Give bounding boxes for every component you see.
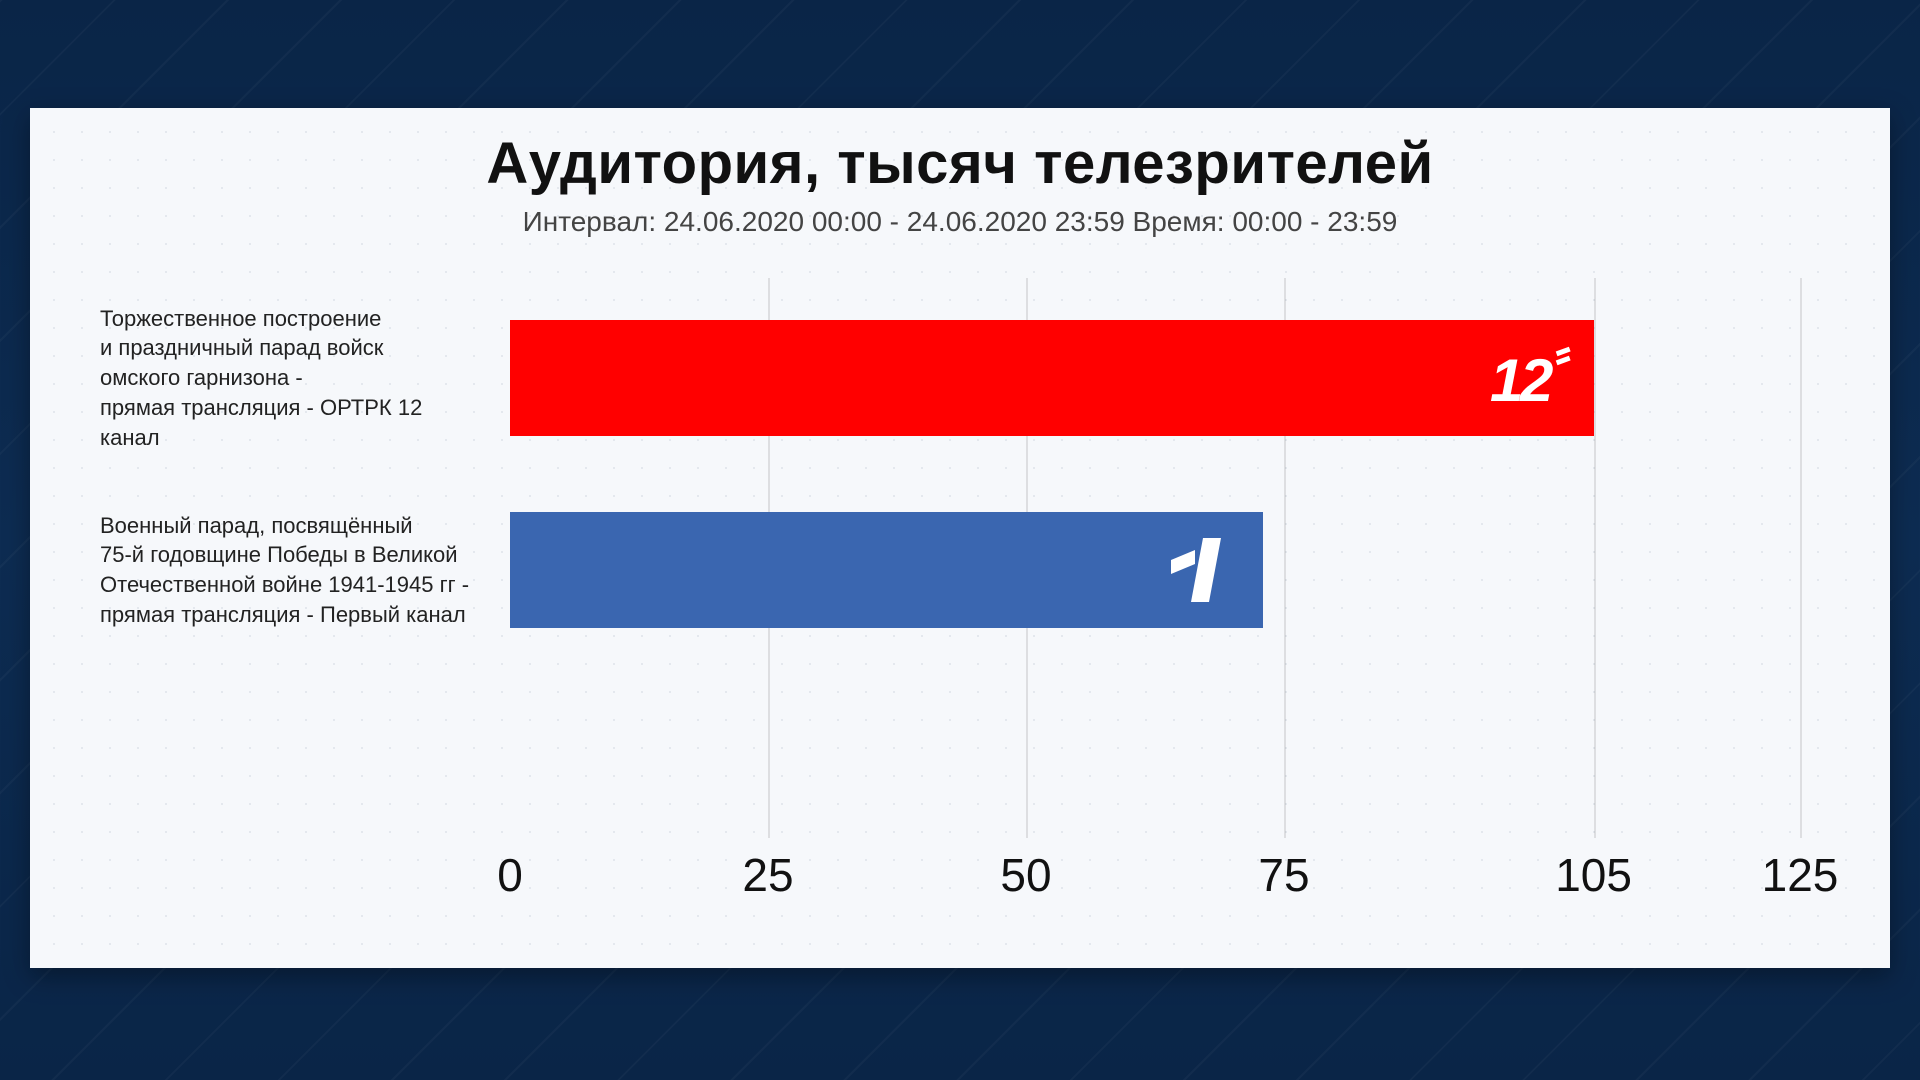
x-axis: 0255075105125	[510, 838, 1800, 918]
bar-track: 12	[510, 320, 1800, 436]
bar-label: Военный парад, посвящённый75-й годовщине…	[80, 511, 510, 630]
axis-tick: 0	[497, 848, 523, 902]
bar: 12	[510, 320, 1594, 436]
channel-12-icon: 12	[1490, 343, 1576, 413]
bar-row: Торжественное построениеи праздничный па…	[80, 308, 1800, 448]
bar-row: Военный парад, посвящённый75-й годовщине…	[80, 500, 1800, 640]
chart-panel: Аудитория, тысяч телезрителей Интервал: …	[30, 108, 1890, 968]
svg-text:1: 1	[1490, 347, 1523, 413]
chart-title: Аудитория, тысяч телезрителей	[30, 130, 1890, 197]
bar	[510, 512, 1263, 628]
axis-tick: 105	[1555, 848, 1632, 902]
bar-track	[510, 512, 1800, 628]
channel-1-icon	[1165, 534, 1245, 606]
chart-subtitle: Интервал: 24.06.2020 00:00 - 24.06.2020 …	[30, 206, 1890, 238]
chart-area: Торжественное построениеи праздничный па…	[80, 278, 1840, 918]
axis-tick: 50	[1000, 848, 1051, 902]
svg-text:2: 2	[1519, 347, 1553, 413]
axis-tick: 25	[742, 848, 793, 902]
axis-tick: 125	[1762, 848, 1839, 902]
axis-tick: 75	[1258, 848, 1309, 902]
bar-label: Торжественное построениеи праздничный па…	[80, 304, 510, 452]
